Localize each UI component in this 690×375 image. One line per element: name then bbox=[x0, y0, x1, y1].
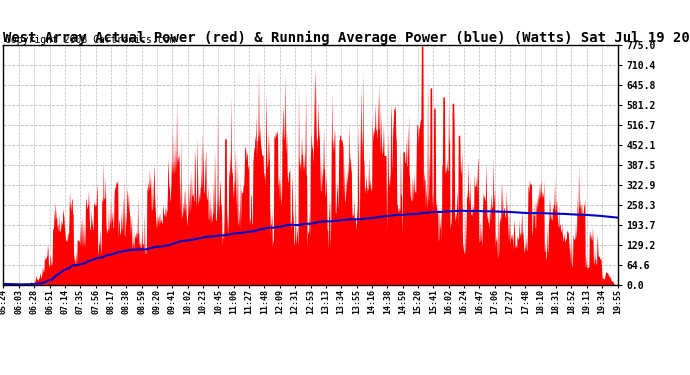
Text: Copyright 2008 Cartronics.com: Copyright 2008 Cartronics.com bbox=[5, 35, 175, 45]
Text: West Array Actual Power (red) & Running Average Power (blue) (Watts) Sat Jul 19 : West Array Actual Power (red) & Running … bbox=[3, 31, 690, 45]
